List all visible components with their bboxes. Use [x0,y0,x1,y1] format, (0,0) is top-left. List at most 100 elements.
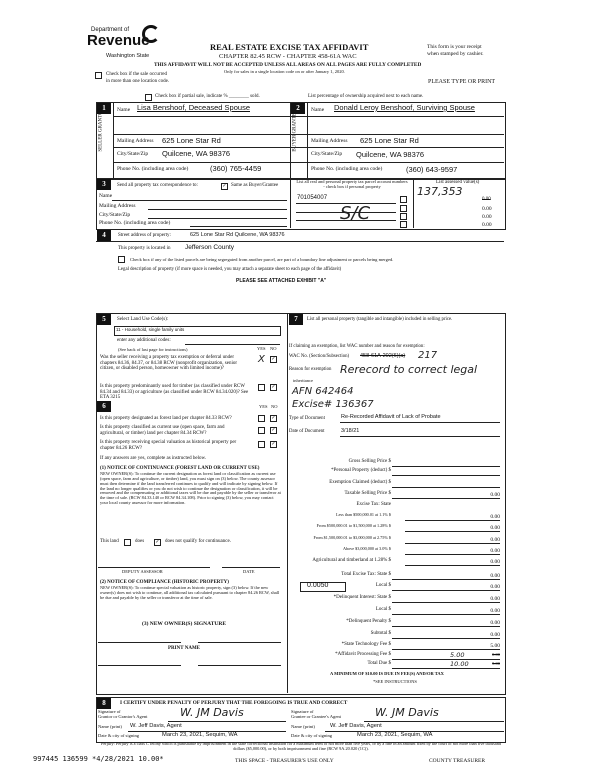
parties-box [96,102,506,180]
s6-q2-yes-checkbox[interactable] [258,427,265,434]
land-does-not-checkbox[interactable]: ✓ [154,539,161,546]
send-correspondence-label: Send all property tax correspondence to: [117,183,198,188]
doc-date-field[interactable]: 3/18/21 [341,428,360,434]
grantee-sig-label-1: Signature of [291,709,314,714]
if-yes-note: If any answers are yes, complete as inst… [100,456,207,461]
s6-q2-no-checkbox[interactable]: ✓ [270,427,277,434]
parcel-handwritten-note: S/C [340,203,371,224]
personal-property-checkbox-4[interactable] [400,221,407,228]
land-use-select[interactable] [114,326,281,336]
fin-label: Total Due $ [367,661,391,666]
grantee-date-field[interactable]: March 23, 2021, Sequim, WA [357,732,433,738]
s5-q2-no-checkbox[interactable]: ✓ [270,384,277,391]
fin-value[interactable]: 0.00 [490,559,500,565]
fin-value[interactable]: 0.00 [490,492,500,498]
grantee-name-field[interactable]: W. Jeff Davis, Agent [330,723,382,729]
fin-label: Local $ [375,607,391,612]
fin-value[interactable]: 0.00 [490,537,500,543]
s3-name-label: Name [99,193,113,199]
fin-label: *Personal Property (deduct) $ [331,468,391,473]
fin-line [392,626,500,627]
land-does-checkbox[interactable] [124,539,131,546]
legal-description: PLEASE SEE ATTACHED EXHIBIT "A" [236,278,327,284]
personal-property-checkbox-2[interactable] [400,205,407,212]
segregated-checkbox[interactable] [118,256,125,263]
doc-type-field[interactable]: Re-Recorded Affidavit of Lack of Probate [341,414,441,420]
multi-location-label-1: Check box if the sale occurred [106,72,167,77]
s3-mail-label: Mailing Address [99,203,136,209]
form-only-for: Only for sales in a single location code… [224,69,345,74]
grantor-date-field[interactable]: March 23, 2021, Sequim, WA [162,732,238,738]
seller-name-field[interactable]: Lisa Benshoof, Deceased Spouse [137,103,250,112]
s5-q1-no-checkbox[interactable]: ✓ [270,356,277,363]
fin-label: Taxable Selling Price $ [344,491,391,496]
wac-label: WAC No. (Section/Subsection) [289,354,350,359]
fin-line [405,531,500,532]
fin-line [392,487,500,488]
s6-q3-yes-checkbox[interactable] [258,441,265,448]
section-2-number: 2 [291,103,305,114]
s6-q1-yes-checkbox[interactable] [258,415,265,422]
fin-value[interactable]: 0.00 [490,632,500,638]
county-field[interactable]: Jefferson County [185,244,235,251]
fin-value[interactable]: 0.00 [490,620,500,626]
does-not-label: does not qualify for continuance. [165,539,231,544]
fin-value[interactable]: 0.00 [490,596,500,602]
buyer-name-label: Name [311,107,325,113]
fin-line [405,565,500,566]
notice-compliance-body: NEW OWNER(S): To continue special valuat… [100,585,280,600]
minimum-due-note: A MINIMUM OF $10.00 IS DUE IN FEE(S) AND… [330,671,444,676]
parcel-number-1[interactable]: 701054007 [297,195,328,201]
fin-value[interactable]: 5.00 [492,661,500,666]
fin-value[interactable]: 0.00 [490,525,500,531]
personal-property-checkbox-3[interactable] [400,213,407,220]
fin-label: *Affidavit Processing Fee $ [335,652,391,657]
seller-city-field[interactable]: Quilcene, WA 98376 [162,149,231,158]
s6-q1-no-checkbox[interactable]: ✓ [270,415,277,422]
fin-value[interactable]: 0.00 [490,514,500,520]
land-use-value: 11 - Household, single family units [116,327,185,332]
buyer-phone-field[interactable]: (360) 643-9597 [406,165,458,174]
grantor-name-label: Name (print) [98,724,122,729]
s6-q3-no-checkbox[interactable]: ✓ [270,441,277,448]
fin-handwritten-value: 5.00 [450,651,465,659]
section-8-number: 8 [97,698,111,709]
see-instructions-note: *SEE INSTRUCTIONS [373,679,417,684]
local-rate-field[interactable] [300,582,346,592]
street-address-field[interactable]: 625 Lone Star Rd Quilcene, WA 98376 [190,232,285,238]
fin-value[interactable]: 0.00 [490,573,500,579]
fin-value[interactable]: 0.00 [492,652,500,657]
multi-location-checkbox[interactable] [95,72,102,79]
fin-label: Less than $500,000.01 at 1.1% $ [336,512,391,517]
receipt-note-2: when stamped by cashier. [427,51,484,57]
buyer-city-field[interactable]: Quilcene, WA 98376 [356,150,425,159]
reason-label: Reason for exemption [289,367,332,372]
partial-sale-checkbox[interactable] [145,94,152,101]
fin-value[interactable]: 5.00 [490,643,500,649]
form-warning: THIS AFFIDAVIT WILL NOT BE ACCEPTED UNLE… [154,62,422,68]
s5-q2-yes-checkbox[interactable] [258,384,265,391]
fin-label: *Delinquent Penalty $ [346,619,391,624]
s3-phone-label: Phone No. (including area code) [99,220,171,226]
fin-value[interactable]: 0.00 [490,608,500,614]
afn-handwritten: AFN 642464 [292,386,354,397]
seller-mail-field[interactable]: 625 Lone Star Rd [162,136,221,145]
fin-value[interactable]: 0.00 [490,548,500,554]
seller-phone-label: Phone No. (including area code) [117,166,189,172]
grantor-name-field[interactable]: W. Jeff Davis, Agent [130,723,182,729]
section-7-number: 7 [289,314,303,325]
legal-description-label: Legal description of property (if more s… [118,267,342,272]
sections-5-7-box [96,313,506,695]
buyer-mail-field[interactable]: 625 Lone Star Rd [360,136,419,145]
wac-field[interactable]: 458-61A-202(6)(a) [360,353,406,359]
fin-label: Agricultural and timberland at 1.28% $ [312,558,391,563]
section-8-box [96,697,506,743]
s6-question-1: Is this property designated as forest la… [100,416,232,421]
seller-phone-field[interactable]: (360) 765-4459 [210,164,262,173]
buyer-name-field[interactable]: Donald Leroy Benshoof, Surviving Spouse [334,103,475,112]
same-as-buyer-checkbox[interactable]: ✓ [221,183,228,190]
county-treasurer-label: COUNTY TREASURER [429,758,486,764]
fin-line [405,543,500,544]
fin-value[interactable]: 0.00 [490,584,500,590]
personal-property-checkbox-1[interactable] [400,196,407,203]
